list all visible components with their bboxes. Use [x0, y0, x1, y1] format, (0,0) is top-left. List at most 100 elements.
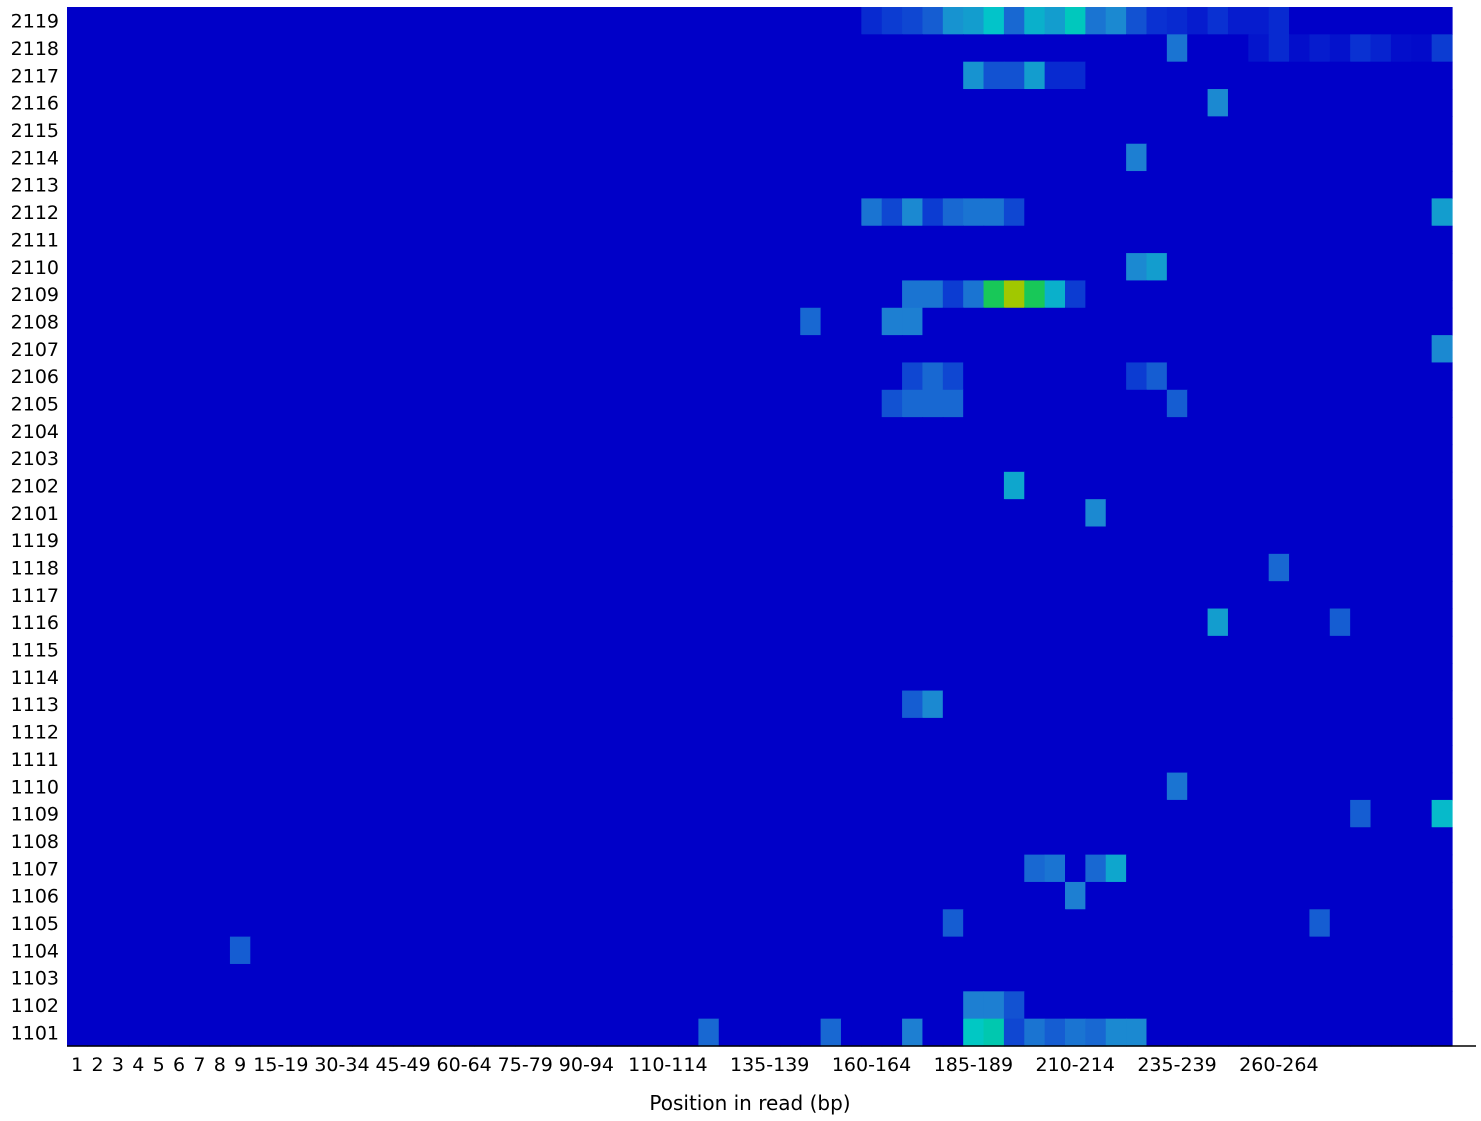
- heatmap-cell: [678, 116, 699, 145]
- heatmap-cell: [1289, 635, 1311, 664]
- heatmap-cell: [576, 280, 598, 309]
- heatmap-cell: [1207, 444, 1229, 473]
- heatmap-cell: [1227, 417, 1249, 446]
- heatmap-cell: [800, 991, 822, 1020]
- heatmap-cell: [1044, 526, 1066, 555]
- heatmap-cell: [1146, 389, 1168, 418]
- heatmap-cell: [922, 827, 944, 856]
- heatmap-cell: [1105, 581, 1127, 610]
- heatmap-cell: [1044, 608, 1066, 637]
- heatmap-cell: [453, 936, 475, 965]
- heatmap-cell: [657, 635, 679, 664]
- heatmap-cell: [433, 471, 455, 500]
- heatmap-cell: [453, 854, 475, 883]
- heatmap-cell: [1126, 225, 1148, 254]
- heatmap-cell: [861, 143, 883, 172]
- heatmap-cell: [1085, 799, 1107, 828]
- heatmap-cell: [1227, 499, 1249, 528]
- heatmap-cell: [942, 198, 964, 227]
- heatmap-cell: [678, 34, 699, 63]
- heatmap-cell: [1187, 171, 1209, 199]
- heatmap-cell: [331, 799, 353, 828]
- heatmap-cell: [1146, 198, 1168, 227]
- heatmap-cell: [107, 362, 129, 391]
- heatmap-cell: [1105, 143, 1127, 172]
- heatmap-cell: [1370, 827, 1392, 856]
- heatmap-cell: [881, 553, 903, 582]
- heatmap-cell: [1431, 143, 1453, 172]
- heatmap-cell: [494, 280, 516, 309]
- heatmap-cell: [1431, 526, 1453, 555]
- heatmap-cell: [718, 198, 740, 227]
- heatmap-cell: [128, 143, 150, 172]
- heatmap-cell: [392, 444, 414, 473]
- heatmap-cell: [474, 881, 496, 910]
- heatmap-cell: [739, 116, 761, 145]
- heatmap-cell: [250, 417, 272, 446]
- heatmap-cell: [1105, 526, 1127, 555]
- heatmap-cell: [352, 608, 374, 637]
- heatmap-cell: [1003, 663, 1025, 692]
- heatmap-cell: [820, 225, 842, 254]
- heatmap-cell: [1390, 171, 1412, 199]
- heatmap-cell: [1390, 417, 1412, 446]
- heatmap-cell: [759, 608, 781, 637]
- heatmap-cell: [983, 799, 1005, 828]
- heatmap-cell: [209, 335, 231, 364]
- heatmap-cell: [1187, 991, 1209, 1020]
- heatmap-cell: [148, 116, 170, 145]
- heatmap-cell: [1431, 171, 1453, 199]
- heatmap-cell: [739, 198, 761, 227]
- heatmap-cell: [494, 799, 516, 828]
- heatmap-cell: [616, 827, 638, 856]
- heatmap-cell: [209, 608, 231, 637]
- heatmap-cell: [881, 690, 903, 719]
- heatmap-cell: [1187, 608, 1209, 637]
- heatmap-cell: [1126, 34, 1148, 63]
- heatmap-cell: [759, 854, 781, 883]
- heatmap-cell: [107, 7, 129, 35]
- heatmap-cell: [1248, 663, 1270, 692]
- heatmap-cell: [1289, 745, 1311, 774]
- heatmap-cell: [820, 936, 842, 965]
- heatmap-cell: [657, 225, 679, 254]
- heatmap-cell: [189, 116, 211, 145]
- heatmap-cell: [1350, 827, 1372, 856]
- heatmap-cell: [1268, 772, 1290, 801]
- heatmap-cell: [1065, 717, 1086, 746]
- heatmap-cell: [433, 909, 455, 938]
- heatmap-cell: [840, 362, 862, 391]
- heatmap-cell: [189, 909, 211, 938]
- heatmap-cell: [739, 1018, 761, 1047]
- heatmap-cell: [1105, 61, 1127, 90]
- heatmap-cell: [596, 663, 618, 692]
- heatmap-cell: [840, 909, 862, 938]
- heatmap-cell: [1370, 717, 1392, 746]
- heatmap-cell: [779, 991, 801, 1020]
- heatmap-cell: [433, 253, 455, 282]
- heatmap-cell: [779, 936, 801, 965]
- heatmap-cell: [1085, 745, 1107, 774]
- heatmap-cell: [1146, 335, 1168, 364]
- heatmap-cell: [881, 499, 903, 528]
- heatmap-cell: [1431, 499, 1453, 528]
- heatmap-cell: [739, 34, 761, 63]
- heatmap-cell: [1166, 717, 1188, 746]
- heatmap-cell: [1146, 526, 1168, 555]
- heatmap-cell: [1105, 7, 1127, 35]
- heatmap-cell: [1126, 581, 1148, 610]
- heatmap-cell: [474, 581, 496, 610]
- heatmap-cell: [861, 171, 883, 199]
- heatmap-cell: [637, 827, 659, 856]
- heatmap-cell: [861, 909, 883, 938]
- heatmap-cell: [1329, 827, 1351, 856]
- heatmap-cell: [1166, 909, 1188, 938]
- heatmap-cell: [1309, 854, 1331, 883]
- heatmap-cell: [779, 827, 801, 856]
- heatmap-cell: [922, 444, 944, 473]
- heatmap-cell: [1126, 280, 1148, 309]
- heatmap-cell: [1390, 526, 1412, 555]
- heatmap-cell: [1187, 225, 1209, 254]
- heatmap-cell: [881, 225, 903, 254]
- heatmap-cell: [148, 34, 170, 63]
